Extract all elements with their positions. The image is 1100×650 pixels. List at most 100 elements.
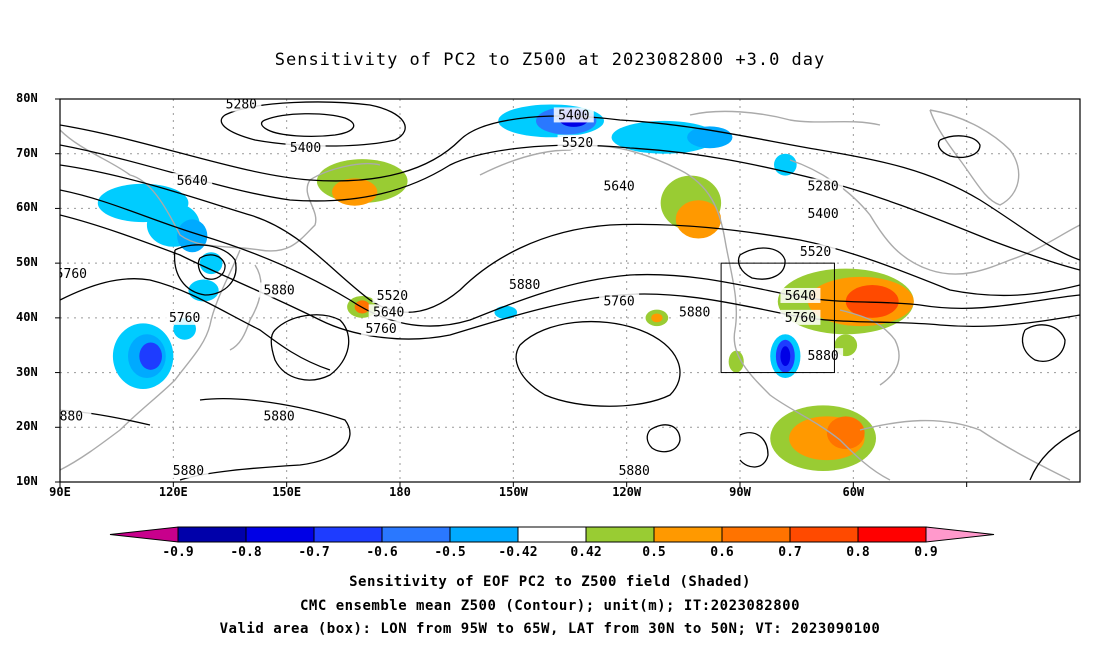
colorbar-segment xyxy=(313,526,383,543)
contour-label-bg xyxy=(259,408,300,424)
colorbar-segment xyxy=(177,526,247,543)
chart-title: Sensitivity of PC2 to Z500 at 2023082800… xyxy=(274,50,826,70)
colorbar-segment xyxy=(245,526,315,543)
contour-label: 5760 xyxy=(56,267,87,282)
lon-label: 150E xyxy=(272,485,302,499)
lat-label: 80N xyxy=(16,91,38,105)
contour-label-bg xyxy=(60,266,92,282)
colorbar-max-arrow xyxy=(925,526,995,543)
sensitivity-patch xyxy=(675,200,722,239)
contour-label: 5760 xyxy=(603,294,634,309)
colorbar-segment xyxy=(789,526,859,543)
contour-label: 5640 xyxy=(785,289,816,304)
colorbar-tick-label: 0.42 xyxy=(570,545,602,560)
sensitivity-patch xyxy=(845,285,899,318)
colorbar-tick-label: -0.9 xyxy=(162,545,194,560)
caption-contour: CMC ensemble mean Z500 (Contour); unit(m… xyxy=(299,598,800,614)
sensitivity-patch xyxy=(139,342,163,370)
sensitivity-patch xyxy=(826,416,865,450)
contour-label: 5760 xyxy=(365,322,396,337)
colorbar-tick-label: 0.9 xyxy=(914,545,938,560)
caption-shading: Sensitivity of EOF PC2 to Z500 field (Sh… xyxy=(349,574,751,590)
contour-label-bg xyxy=(599,293,640,309)
caption-valid-area: Valid area (box): LON from 95W to 65W, L… xyxy=(219,621,881,637)
colorbar-segment xyxy=(449,526,519,543)
colorbar-tick-label: -0.5 xyxy=(434,545,466,560)
contour-label: 5880 xyxy=(173,464,204,479)
contour-label-bg xyxy=(557,134,598,150)
lon-label: 180 xyxy=(389,485,411,499)
lat-label: 50N xyxy=(16,255,38,270)
contour-label-bg xyxy=(285,140,326,156)
lon-label: 60W xyxy=(842,485,865,499)
contour-label: 5880 xyxy=(263,284,294,299)
contour-label-bg xyxy=(164,309,205,325)
lat-label: 40N xyxy=(16,309,38,324)
contour-label-bg xyxy=(553,107,594,123)
lat-label: 30N xyxy=(16,364,38,379)
lat-label: 20N xyxy=(16,419,38,434)
contour-label-bg xyxy=(60,408,92,424)
contour-label-bg xyxy=(599,178,640,194)
lat-label: 60N xyxy=(16,200,38,215)
lon-label: 90W xyxy=(729,485,751,499)
colorbar-segment xyxy=(653,526,723,543)
contour-label: 5520 xyxy=(377,289,408,304)
colorbar-tick-label: 0.6 xyxy=(710,545,734,560)
contour-label-bg xyxy=(674,304,715,320)
contour-label-bg xyxy=(803,348,844,364)
contour-label: 5280 xyxy=(226,97,257,112)
contour-label: 5520 xyxy=(562,136,593,151)
colorbar-tick-label: 0.8 xyxy=(846,545,870,560)
contour-label-bg xyxy=(168,463,209,479)
contour-label: 5640 xyxy=(373,305,404,320)
contour-label: 5880 xyxy=(509,278,540,293)
sensitivity-patch xyxy=(188,279,219,302)
sensitivity-patch xyxy=(780,346,791,367)
sensitivity-patch xyxy=(728,350,744,373)
sensitivity-patch xyxy=(494,305,518,319)
lon-label: 120W xyxy=(612,485,642,499)
contour-label: 5640 xyxy=(603,180,634,195)
contour-label-bg xyxy=(172,173,213,189)
contour-label-bg xyxy=(780,309,821,325)
contour-label: 5880 xyxy=(679,305,710,320)
contour-label: 5760 xyxy=(169,311,200,326)
contour-label: 880 xyxy=(60,409,83,424)
colorbar-tick-label: -0.7 xyxy=(298,545,330,560)
colorbar-segment xyxy=(381,526,451,543)
colorbar-tick-label: -0.8 xyxy=(230,545,262,560)
sensitivity-patch xyxy=(611,120,718,154)
contour-label-bg xyxy=(259,282,300,298)
contour-label-bg xyxy=(361,320,402,336)
lat-label: 70N xyxy=(16,145,38,160)
contour-label: 5880 xyxy=(619,464,650,479)
lon-label: 150W xyxy=(498,485,528,499)
contour-label: 5520 xyxy=(800,245,831,260)
lon-label: 90E xyxy=(49,485,71,499)
colorbar-segment xyxy=(585,526,655,543)
contour-label-bg xyxy=(803,178,844,194)
colorbar-segment xyxy=(857,526,927,543)
contour-label: 5880 xyxy=(807,349,838,364)
contour-label-bg xyxy=(368,304,409,320)
contour-labels: 5280540056405760588057605520564057605880… xyxy=(56,97,844,479)
contour-label-bg xyxy=(221,99,262,112)
colorbar-segment xyxy=(517,526,587,543)
contour-label: 5880 xyxy=(263,409,294,424)
contour-label-bg xyxy=(372,287,413,303)
contour-label: 5280 xyxy=(807,180,838,195)
contour-label-bg xyxy=(614,463,655,479)
contour-label: 5760 xyxy=(785,311,816,326)
lat-label: 10N xyxy=(16,474,38,488)
contour-label: 5640 xyxy=(177,174,208,189)
colorbar-tick-label: 0.5 xyxy=(642,545,666,560)
colorbar-min-arrow xyxy=(109,526,179,543)
contour-label: 5400 xyxy=(290,141,321,156)
colorbar-tick-label: -0.42 xyxy=(498,545,538,560)
colorbar-tick-label: 0.7 xyxy=(778,545,802,560)
colorbar-tick-label: -0.6 xyxy=(366,545,398,560)
contour-label: 5400 xyxy=(807,207,838,222)
